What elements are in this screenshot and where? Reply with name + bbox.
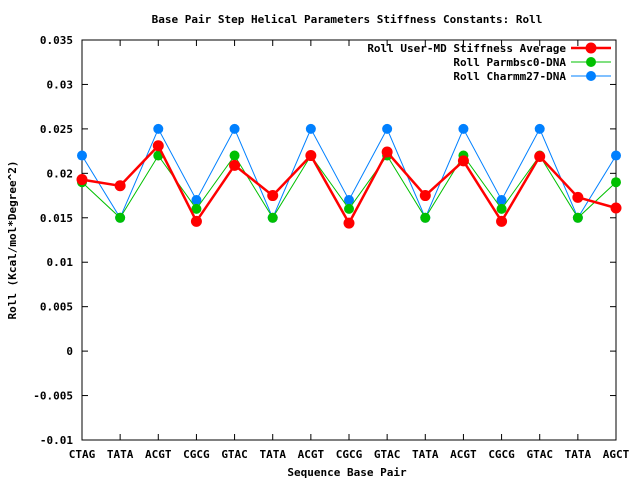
x-tick-label: TATA <box>565 448 592 461</box>
legend-label: Roll Charmm27-DNA <box>453 70 566 83</box>
y-tick-label: 0.01 <box>47 256 74 269</box>
data-point <box>496 215 508 227</box>
data-point <box>114 180 126 192</box>
y-tick-label: 0.025 <box>40 123 73 136</box>
x-tick-label: CGCG <box>488 448 515 461</box>
legend-label: Roll User-MD Stiffness Average <box>367 42 566 55</box>
data-point <box>344 203 354 214</box>
data-point <box>344 195 354 205</box>
y-tick-label: 0.02 <box>47 167 74 180</box>
data-point <box>190 215 202 227</box>
series-layer <box>76 123 622 229</box>
y-tick-label: 0.015 <box>40 212 73 225</box>
data-point <box>534 150 546 162</box>
chart-title: Base Pair Step Helical Parameters Stiffn… <box>152 13 543 26</box>
x-axis-ticks: CTAG TATA ACGT CGCG GTAC TATA ACGT CGCG GTAC TATA… <box>69 40 630 461</box>
data-point <box>229 123 240 134</box>
legend-entry-1: Roll User-MD Stiffness Average <box>367 42 611 55</box>
data-point <box>457 155 469 167</box>
x-tick-label: TATA <box>412 448 439 461</box>
x-tick-label: ACGT <box>450 448 477 461</box>
x-tick-label: ACGT <box>298 448 325 461</box>
y-tick-label: 0.03 <box>47 78 74 91</box>
data-point <box>267 190 279 202</box>
data-point <box>305 150 317 162</box>
y-tick-label: -0.01 <box>40 434 73 447</box>
data-point <box>572 191 584 203</box>
data-point <box>191 203 202 214</box>
data-point <box>77 150 87 161</box>
plot-area-frame <box>81 39 617 441</box>
data-point <box>496 203 507 214</box>
data-point <box>152 140 164 152</box>
y-tick-label: -0.005 <box>33 390 73 403</box>
data-point <box>153 123 164 134</box>
legend-entry-2: Roll Parmbsc0-DNA <box>453 56 611 69</box>
data-point <box>496 195 507 205</box>
x-tick-label: AGCT <box>603 448 630 461</box>
data-point <box>534 123 545 134</box>
legend-entry-3: Roll Charmm27-DNA <box>453 70 611 83</box>
x-tick-label: GTAC <box>374 448 401 461</box>
x-axis-label: Sequence Base Pair <box>287 466 407 479</box>
data-point <box>611 150 621 161</box>
data-point <box>343 217 355 229</box>
data-point <box>420 212 431 223</box>
data-point <box>305 123 316 134</box>
series-1 <box>76 140 622 229</box>
data-point <box>229 150 240 161</box>
y-tick-label: 0 <box>66 345 73 358</box>
x-tick-label: TATA <box>107 448 134 461</box>
data-point <box>115 212 126 223</box>
data-point <box>229 159 241 171</box>
legend-label: Roll Parmbsc0-DNA <box>453 56 566 69</box>
x-tick-label: ACGT <box>145 448 172 461</box>
x-tick-label: GTAC <box>526 448 553 461</box>
data-point <box>419 190 431 202</box>
legend-marker-swatch <box>586 57 596 67</box>
x-tick-label: CGCG <box>336 448 363 461</box>
legend-marker-swatch <box>586 71 596 81</box>
data-point <box>611 177 621 188</box>
data-point <box>458 123 469 134</box>
x-tick-label: CGCG <box>183 448 210 461</box>
data-point <box>191 195 202 205</box>
y-tick-label: 0.035 <box>40 34 73 47</box>
data-point <box>381 146 393 158</box>
y-axis-ticks: -0.01 -0.005 0 0.005 0.01 0.015 0.02 0.025 0.03 0… <box>33 34 616 447</box>
y-tick-label: 0.005 <box>40 301 73 314</box>
x-tick-label: CTAG <box>69 448 96 461</box>
x-tick-label: GTAC <box>221 448 248 461</box>
data-point <box>382 123 393 134</box>
data-point <box>267 212 278 223</box>
data-point <box>610 202 622 214</box>
y-axis-label: Roll (Kcal/mol*Degree^2) <box>6 161 19 320</box>
legend-marker-swatch <box>585 42 597 54</box>
data-point <box>76 174 88 186</box>
data-point <box>572 212 583 223</box>
x-tick-label: TATA <box>259 448 286 461</box>
